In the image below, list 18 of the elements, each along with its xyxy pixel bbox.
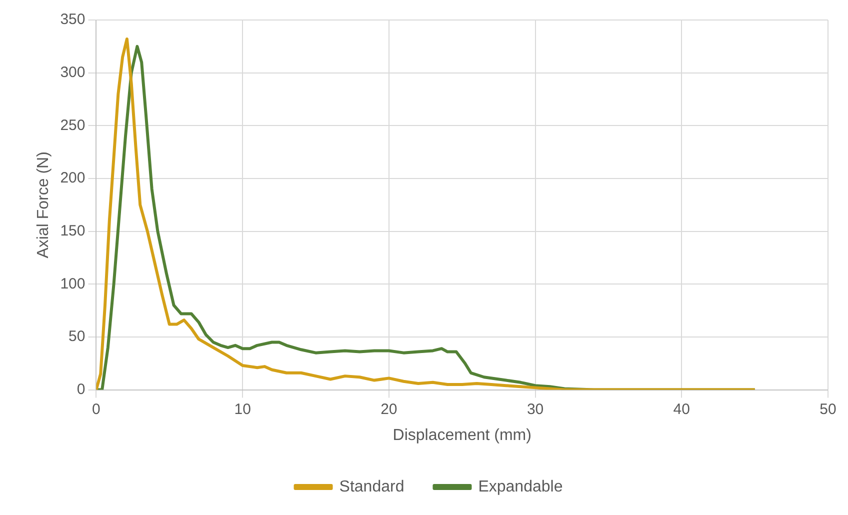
x-tick-label: 10 — [234, 400, 251, 418]
x-tick-label: 20 — [380, 400, 398, 418]
y-tick-label: 150 — [60, 222, 86, 240]
x-tick-label: 40 — [673, 400, 690, 418]
x-tick-label: 50 — [820, 400, 836, 418]
x-tick-label: 0 — [92, 400, 100, 418]
x-axis-title: Displacement (mm) — [392, 426, 532, 444]
y-tick-label: 0 — [76, 380, 86, 398]
legend-label: Expandable — [478, 478, 563, 496]
y-tick-label: 200 — [60, 170, 86, 187]
y-tick-label: 300 — [60, 64, 86, 81]
y-tick-label: 350 — [60, 11, 86, 28]
y-tick-label: 100 — [60, 275, 86, 292]
y-tick-label: 50 — [68, 328, 86, 346]
y-tick-label: 250 — [60, 116, 86, 134]
x-tick-label: 30 — [526, 400, 544, 418]
legend-label: Standard — [339, 478, 404, 496]
y-axis-title: Axial Force (N) — [35, 152, 52, 258]
